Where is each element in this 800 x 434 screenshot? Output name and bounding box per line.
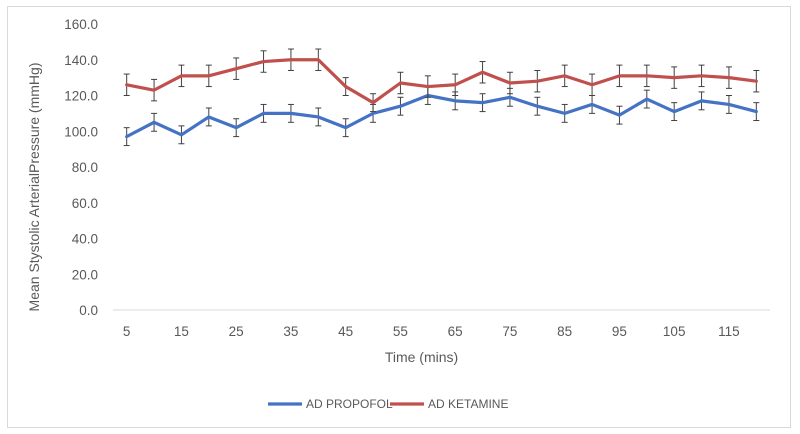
y-tick-label: 100.0 (64, 124, 98, 139)
x-tick-label: 5 (123, 324, 131, 339)
y-tick-label: 40.0 (72, 232, 98, 247)
series-0 (123, 86, 760, 147)
x-axis-ticks: 5 15 25 35 45 55 65 75 85 95 105 115 (123, 324, 740, 339)
y-tick-label: 0.0 (79, 303, 98, 318)
y-tick-label: 140.0 (64, 53, 98, 68)
y-tick-label: 60.0 (72, 196, 98, 211)
y-tick-label: 80.0 (72, 160, 98, 175)
y-tick-label: 120.0 (64, 89, 98, 104)
series-1 (123, 48, 760, 113)
y-axis-ticks: 0.0 20.0 40.0 60.0 80.0 100.0 120.0 140.0 160.0 (64, 17, 98, 318)
legend: AD PROPOFOL AD KETAMINE (268, 397, 508, 411)
x-tick-label: 95 (612, 324, 627, 339)
legend-label: AD PROPOFOL (306, 397, 393, 411)
x-tick-label: 25 (229, 324, 244, 339)
x-tick-label: 105 (663, 324, 686, 339)
y-tick-label: 20.0 (72, 267, 98, 282)
y-tick-label: 160.0 (64, 17, 98, 32)
series-layer (123, 48, 760, 147)
series-line (125, 93, 758, 139)
legend-label: AD KETAMINE (428, 397, 508, 411)
x-tick-label: 55 (393, 324, 408, 339)
x-tick-label: 65 (448, 324, 463, 339)
x-axis-title: Time (mins) (385, 349, 458, 365)
y-axis-title: Mean Stystolic ArterialPressure (mmHg) (26, 63, 42, 312)
x-tick-label: 15 (174, 324, 189, 339)
x-tick-label: 75 (502, 324, 517, 339)
x-tick-label: 45 (338, 324, 353, 339)
series-line (125, 58, 758, 105)
x-tick-label: 35 (283, 324, 298, 339)
x-tick-label: 85 (557, 324, 572, 339)
x-tick-label: 115 (718, 324, 740, 339)
